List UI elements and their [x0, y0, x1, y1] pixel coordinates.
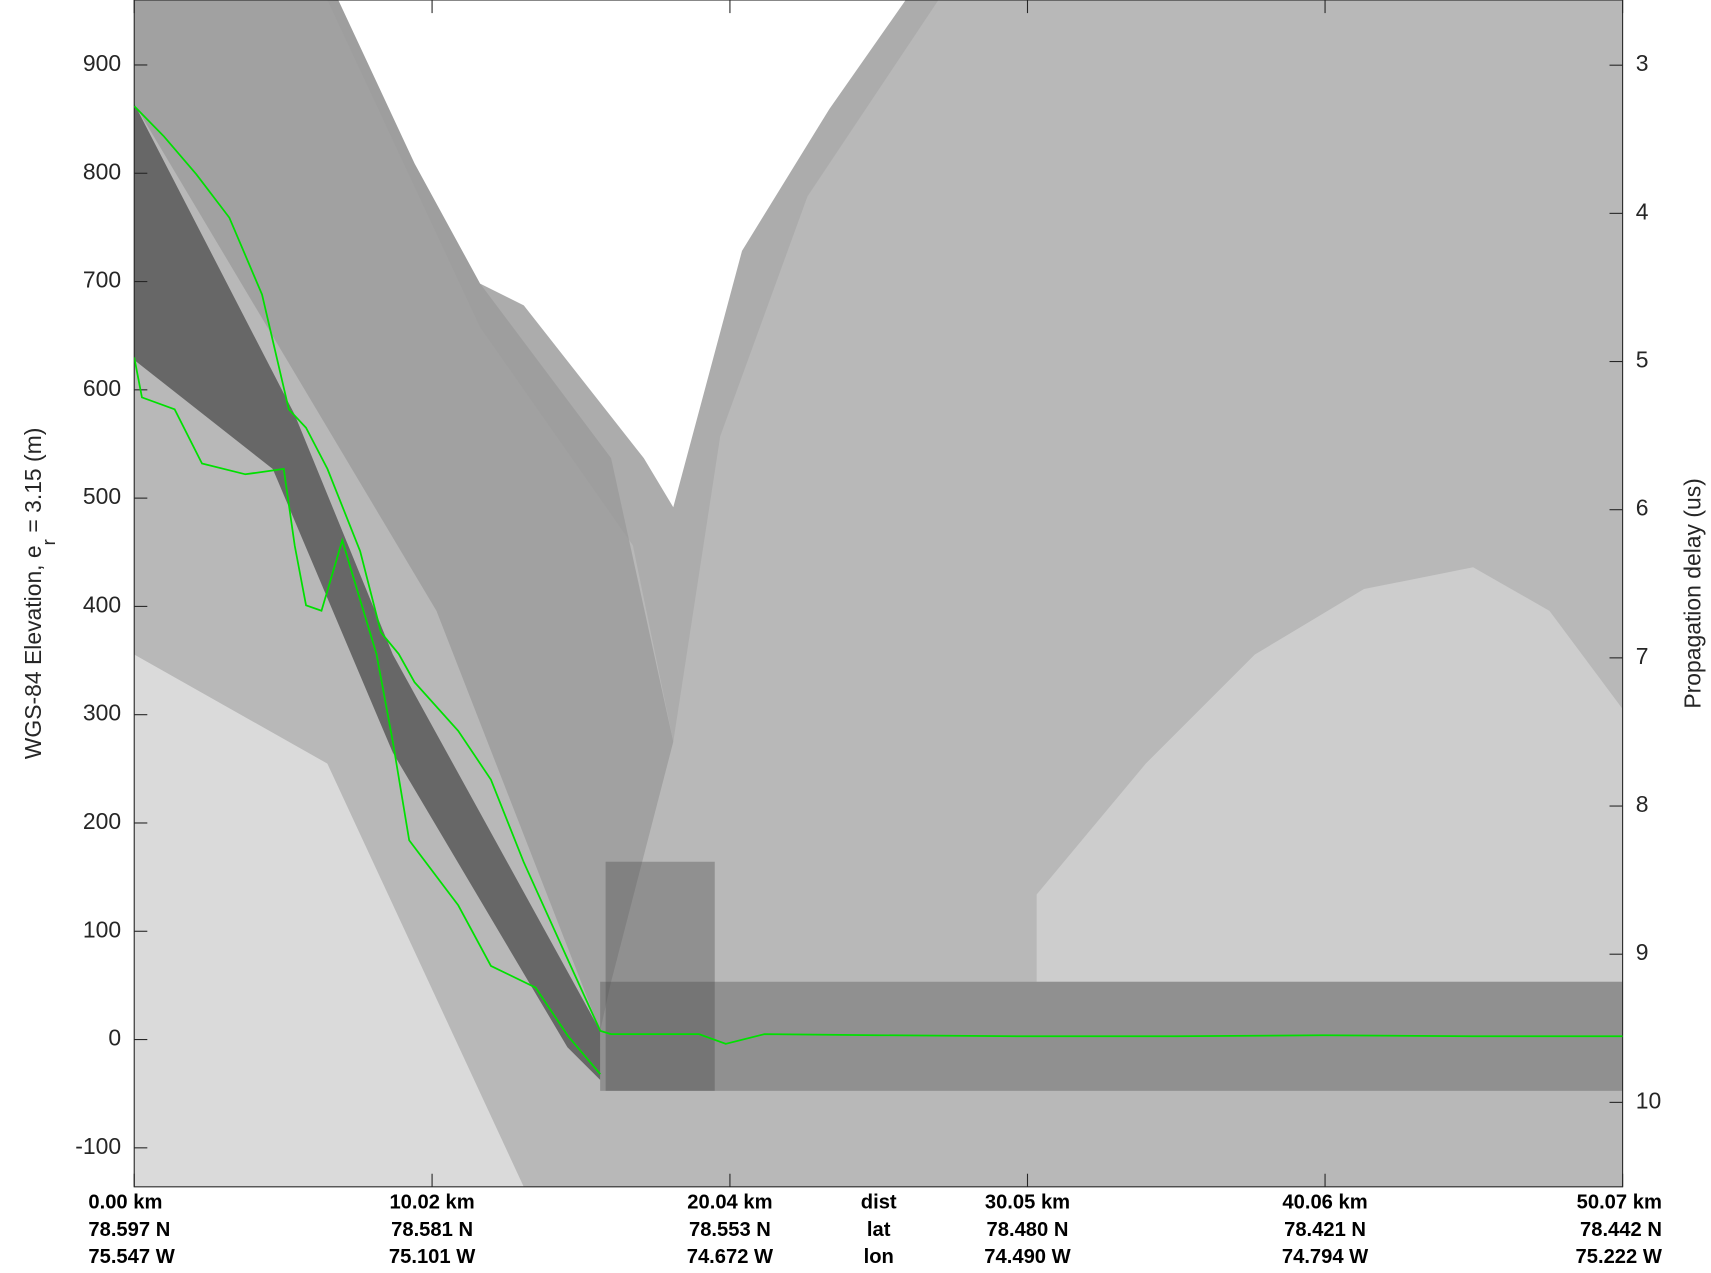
lat-label: 78.553 N	[689, 1219, 771, 1241]
lon-label: 74.794 W	[1282, 1246, 1369, 1268]
echogram-white-region	[338, 0, 906, 508]
y-tick-label: 600	[83, 375, 121, 401]
y2-tick-label: 4	[1636, 198, 1649, 224]
plot-frame	[133, 0, 1624, 1188]
lat-label: 78.442 N	[1580, 1219, 1662, 1241]
x-tick-label: 40.06 km	[1282, 1192, 1367, 1214]
row-label: lat	[867, 1219, 891, 1241]
x-tick-label: 20.04 km	[687, 1192, 772, 1214]
lon-label: 75.101 W	[389, 1246, 476, 1268]
x-tick-label: 10.02 km	[389, 1192, 474, 1214]
echogram-band	[134, 0, 674, 1031]
echogram-light-region	[1036, 567, 1623, 982]
y-tick-label: 100	[83, 916, 121, 942]
y-tick-label: -100	[75, 1133, 121, 1159]
echogram-light-region	[134, 654, 524, 1187]
y-tick-label: 900	[83, 50, 121, 76]
lon-label: 74.672 W	[687, 1246, 774, 1268]
y-tick-label: 300	[83, 700, 121, 726]
y2-tick-label: 8	[1636, 791, 1649, 817]
y2-tick-label: 6	[1636, 495, 1649, 521]
lat-label: 78.421 N	[1284, 1219, 1366, 1241]
y-tick-label: 200	[83, 808, 121, 834]
y2-axis-label: Propagation delay (us)	[1680, 478, 1706, 708]
lat-label: 78.581 N	[391, 1219, 473, 1241]
y-axis-label-rest: = 3.15 (m)	[20, 428, 46, 533]
lat-label: 78.480 N	[987, 1219, 1069, 1241]
y2-tick-label: 7	[1636, 643, 1649, 669]
row-label: lon	[864, 1246, 894, 1268]
y-tick-label: 0	[108, 1025, 121, 1051]
y2-tick-label: 5	[1636, 347, 1649, 373]
y-axis-label-main: WGS-84 Elevation, e	[20, 545, 46, 759]
echogram	[134, 0, 1623, 1187]
echogram-dark-band	[134, 103, 601, 1080]
y2-tick-label: 9	[1636, 939, 1649, 965]
y2-tick-label: 3	[1636, 50, 1649, 76]
x-tick-label: 0.00 km	[88, 1192, 162, 1214]
y-tick-label: 700	[83, 267, 121, 293]
line-series	[134, 105, 1623, 1045]
y-tick-label: 800	[83, 158, 121, 184]
x-tick-label: 30.05 km	[985, 1192, 1070, 1214]
lon-label: 75.222 W	[1576, 1246, 1663, 1268]
y-axis-label: WGS-84 Elevation, er = 3.15 (m)	[20, 428, 59, 760]
y-tick-label: 500	[83, 483, 121, 509]
lat-label: 78.597 N	[88, 1219, 170, 1241]
lon-label: 75.547 W	[88, 1246, 175, 1268]
y2-tick-label: 10	[1636, 1087, 1661, 1113]
line-series	[134, 357, 601, 1075]
x-tick-label: 50.07 km	[1577, 1192, 1662, 1214]
echogram-sea-band	[605, 861, 715, 1091]
y-axis-label-sub: r	[38, 539, 59, 545]
y-tick-label: 400	[83, 591, 121, 617]
row-label: dist	[861, 1192, 897, 1214]
lon-label: 74.490 W	[984, 1246, 1071, 1268]
